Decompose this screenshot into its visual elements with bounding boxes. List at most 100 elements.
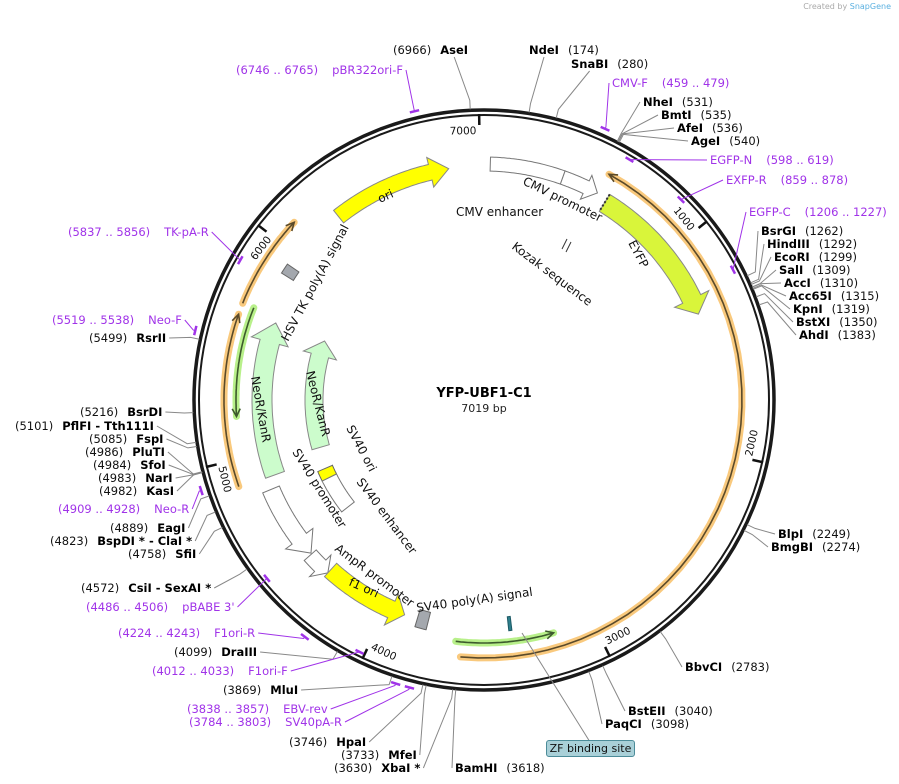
orange-arc-left-upper[interactable] bbox=[239, 218, 298, 307]
enzyme-name: NarI bbox=[145, 471, 172, 485]
enzyme-site[interactable]: AfeI (536) bbox=[677, 121, 743, 135]
enzyme-position: (4986) bbox=[85, 445, 123, 459]
enzyme-name: XbaI * bbox=[381, 761, 420, 775]
orange-arc-left-upper-halo bbox=[239, 218, 298, 307]
enzyme-site[interactable]: AgeI (540) bbox=[691, 134, 760, 148]
primer-site[interactable]: SV40pA-R (3784 .. 3803) bbox=[189, 715, 342, 729]
enzyme-site[interactable]: AccI (1310) bbox=[784, 276, 858, 290]
enzyme-site[interactable]: RsrII (5499) bbox=[89, 331, 166, 345]
sv40-ori-box[interactable] bbox=[317, 464, 338, 482]
enzyme-site[interactable]: XbaI * (3630) bbox=[334, 761, 420, 775]
enzyme-site[interactable]: NdeI (174) bbox=[529, 43, 599, 57]
enzyme-site[interactable]: PaqCI (3098) bbox=[605, 717, 689, 731]
primer-site[interactable]: Neo-F (5519 .. 5538) bbox=[52, 313, 182, 327]
enzyme-site[interactable]: BmtI (535) bbox=[661, 108, 731, 122]
enzyme-site[interactable]: SfiI (4758) bbox=[128, 547, 196, 561]
enzyme-site[interactable]: MluI (3869) bbox=[223, 683, 298, 697]
enzyme-site[interactable]: BmgBI (2274) bbox=[771, 540, 860, 554]
primer-site[interactable]: EGFP-C (1206 .. 1227) bbox=[749, 205, 887, 219]
enzyme-site[interactable]: AhdI (1383) bbox=[799, 328, 876, 342]
primer-name: pBABE 3' bbox=[182, 600, 234, 614]
primer-name: F1ori-R bbox=[214, 626, 255, 640]
orange-arc-left-upper-line bbox=[241, 221, 295, 304]
primer-name: Neo-F bbox=[148, 313, 182, 327]
hsv-tk-polya-box[interactable] bbox=[280, 263, 300, 282]
enzyme-site[interactable]: EcoRI (1299) bbox=[774, 250, 857, 264]
enzyme-name: PflFI - Tth111I bbox=[62, 419, 154, 433]
enzyme-site[interactable]: BstEII (3040) bbox=[628, 704, 713, 718]
primer-binding-mark bbox=[390, 680, 401, 687]
green-arrow-left[interactable] bbox=[231, 304, 258, 420]
ori-arrow[interactable] bbox=[332, 156, 450, 224]
ampr-promoter-arrow[interactable] bbox=[303, 549, 332, 578]
zf-binding-site-mark[interactable] bbox=[506, 615, 513, 632]
enzyme-name: CsiI - SexAI * bbox=[128, 581, 211, 595]
enzyme-site[interactable]: BsrGI (1262) bbox=[761, 224, 843, 238]
primer-site[interactable]: F1ori-F (4012 .. 4033) bbox=[152, 664, 288, 678]
primer-name: Neo-R bbox=[154, 502, 189, 516]
enzyme-site[interactable]: BspDI * - ClaI * (4823) bbox=[50, 534, 192, 548]
neor-kanr-inner-arrow[interactable] bbox=[301, 340, 338, 451]
enzyme-site[interactable]: SfoI (4984) bbox=[93, 458, 166, 472]
ubf1-orange-arc-right-line bbox=[460, 173, 743, 659]
sv40-polya-box[interactable] bbox=[414, 608, 432, 631]
enzyme-site[interactable]: BstXI (1350) bbox=[796, 315, 878, 329]
primer-site[interactable]: pBABE 3' (4486 .. 4506) bbox=[86, 600, 235, 614]
enzyme-site[interactable]: DraIII (4099) bbox=[174, 645, 257, 659]
enzyme-leader-line bbox=[659, 631, 683, 668]
enzyme-site[interactable]: MfeI (3733) bbox=[341, 748, 417, 762]
enzyme-site[interactable]: HindIII (1292) bbox=[767, 237, 857, 251]
enzyme-position: (2249) bbox=[812, 527, 850, 541]
enzyme-site[interactable]: BamHI (3618) bbox=[455, 761, 545, 775]
primer-site[interactable]: pBR322ori-F (6746 .. 6765) bbox=[236, 63, 403, 77]
enzyme-name: HindIII bbox=[767, 237, 810, 251]
orange-arc-left-lower[interactable] bbox=[220, 310, 243, 491]
enzyme-site[interactable]: BsrDI (5216) bbox=[80, 405, 162, 419]
primer-site[interactable]: F1ori-R (4224 .. 4243) bbox=[118, 626, 255, 640]
sv40-promoter-arrow[interactable] bbox=[262, 485, 314, 554]
enzyme-site[interactable]: HpaI (3746) bbox=[289, 735, 366, 749]
enzyme-leader-line bbox=[617, 127, 675, 143]
enzyme-site[interactable]: NheI (531) bbox=[643, 95, 713, 109]
primer-site[interactable]: TK-pA-R (5837 .. 5856) bbox=[68, 225, 209, 239]
cmv-promoter-arrow[interactable] bbox=[559, 170, 599, 201]
enzyme-site[interactable]: BbvCI (2783) bbox=[685, 660, 769, 674]
primer-site[interactable]: EXFP-R (859 .. 878) bbox=[726, 173, 848, 187]
primer-leader-line bbox=[184, 319, 196, 331]
enzyme-position: (3098) bbox=[651, 717, 689, 731]
enzyme-site[interactable]: BlpI (2249) bbox=[778, 527, 850, 541]
primer-site[interactable]: EGFP-N (598 .. 619) bbox=[710, 153, 834, 167]
enzyme-site[interactable]: SnaBI (280) bbox=[571, 57, 648, 71]
enzyme-site[interactable]: KpnI (1319) bbox=[793, 302, 870, 316]
zf-binding-site-label[interactable]: ZF binding site bbox=[546, 740, 635, 757]
enzyme-position: (5085) bbox=[89, 432, 127, 446]
backbone-outer-ring bbox=[192, 108, 776, 692]
enzyme-position: (5216) bbox=[80, 405, 118, 419]
primer-site[interactable]: Neo-R (4909 .. 4928) bbox=[58, 502, 189, 516]
enzyme-site[interactable]: CsiI - SexAI * (4572) bbox=[81, 581, 211, 595]
primer-range: (598 .. 619) bbox=[766, 153, 834, 167]
neor-kanr-outer-arrow[interactable] bbox=[250, 322, 290, 479]
enzyme-site[interactable]: SalI (1309) bbox=[779, 263, 851, 277]
ubf1-orange-arc-right[interactable] bbox=[456, 170, 746, 662]
tick-mark bbox=[361, 648, 369, 660]
enzyme-site[interactable]: NarI (4983) bbox=[98, 471, 173, 485]
enzyme-site[interactable]: PluTI (4986) bbox=[85, 445, 165, 459]
enzyme-position: (1350) bbox=[839, 315, 877, 329]
enzyme-leader-line bbox=[758, 301, 797, 336]
green-arrow-bottom[interactable] bbox=[452, 629, 558, 647]
enzyme-site[interactable]: EagI (4889) bbox=[110, 521, 185, 535]
enzyme-site[interactable]: Acc65I (1315) bbox=[789, 289, 879, 303]
enzyme-position: (280) bbox=[617, 57, 648, 71]
enzyme-site[interactable]: AseI (6966) bbox=[393, 43, 468, 57]
enzyme-site[interactable]: KasI (4982) bbox=[99, 484, 174, 498]
enzyme-site[interactable]: FspI (5085) bbox=[89, 432, 163, 446]
f1-ori-arrow[interactable] bbox=[323, 562, 406, 627]
eyfp-arrow[interactable] bbox=[598, 193, 710, 315]
enzyme-name: KpnI bbox=[793, 302, 823, 316]
primer-site[interactable]: CMV-F (459 .. 479) bbox=[612, 76, 729, 90]
enzyme-site[interactable]: PflFI - Tth111I (5101) bbox=[15, 419, 154, 433]
enzyme-position: (535) bbox=[701, 108, 732, 122]
primer-site[interactable]: EBV-rev (3838 .. 3857) bbox=[187, 702, 328, 716]
sv40-enhancer-box[interactable] bbox=[321, 473, 355, 513]
